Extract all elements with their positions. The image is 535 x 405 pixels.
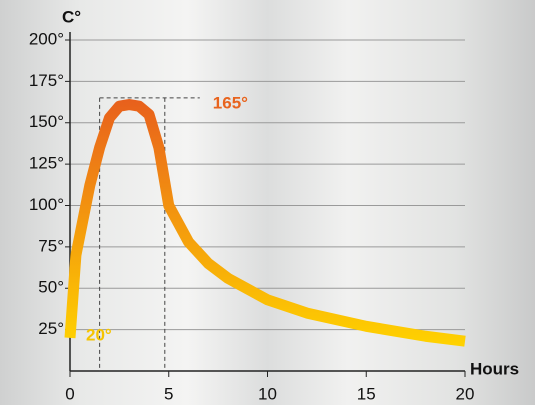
- x-axis-label: Hours: [470, 359, 519, 378]
- y-tick-label: 200°: [29, 29, 64, 48]
- x-tick-label: 10: [258, 384, 277, 403]
- y-tick-label: 25°: [38, 319, 64, 338]
- y-tick-label: 75°: [38, 236, 64, 255]
- y-tick-label: 50°: [38, 278, 64, 297]
- y-tick-label: 175°: [29, 71, 64, 90]
- y-tick-label: 100°: [29, 195, 64, 214]
- y-tick-label: 125°: [29, 154, 64, 173]
- x-tick-label: 20: [456, 384, 475, 403]
- start-label: 20°: [86, 325, 112, 344]
- peak-label: 165°: [213, 93, 248, 112]
- y-axis-label: C°: [62, 7, 81, 26]
- y-tick-label: 150°: [29, 112, 64, 131]
- line: [64, 99, 466, 347]
- x-tick-label: 5: [164, 384, 173, 403]
- x-tick-label: 0: [65, 384, 74, 403]
- x-tick-label: 15: [357, 384, 376, 403]
